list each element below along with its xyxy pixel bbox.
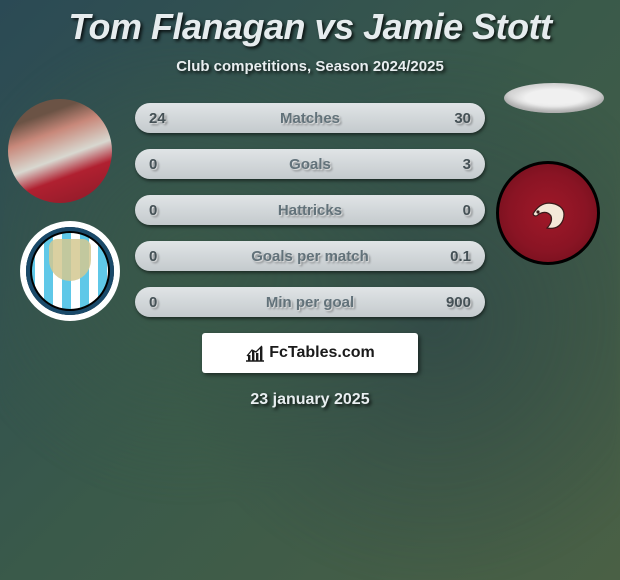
stat-value-right: 0 <box>425 202 485 219</box>
stat-value-left: 0 <box>135 248 195 265</box>
stat-label: Goals <box>195 156 425 173</box>
stat-row: 0 Hattricks 0 <box>135 195 485 225</box>
shrimp-icon <box>523 194 573 238</box>
club-badge-right <box>496 161 600 265</box>
branding-badge[interactable]: FcTables.com <box>202 333 418 373</box>
comparison-date: 23 january 2025 <box>0 391 620 409</box>
stat-value-left: 24 <box>135 110 195 127</box>
stat-row: 0 Goals 3 <box>135 149 485 179</box>
comparison-title: Tom Flanagan vs Jamie Stott <box>0 0 620 48</box>
stat-rows: 24 Matches 30 0 Goals 3 0 Hattricks 0 0 … <box>135 103 485 317</box>
club-badge-left <box>20 221 120 321</box>
bar-chart-icon <box>245 344 265 362</box>
stat-value-right: 900 <box>425 294 485 311</box>
stat-value-left: 0 <box>135 202 195 219</box>
stat-value-right: 0.1 <box>425 248 485 265</box>
stat-label: Hattricks <box>195 202 425 219</box>
stat-value-right: 30 <box>425 110 485 127</box>
stats-area: 24 Matches 30 0 Goals 3 0 Hattricks 0 0 … <box>0 103 620 409</box>
stat-row: 0 Min per goal 900 <box>135 287 485 317</box>
stat-row: 24 Matches 30 <box>135 103 485 133</box>
branding-text: FcTables.com <box>269 344 375 362</box>
stat-label: Min per goal <box>195 294 425 311</box>
stat-value-left: 0 <box>135 156 195 173</box>
player-photo-right <box>504 83 604 113</box>
comparison-subtitle: Club competitions, Season 2024/2025 <box>0 58 620 75</box>
stat-label: Matches <box>195 110 425 127</box>
stat-label: Goals per match <box>195 248 425 265</box>
player-photo-left <box>8 99 112 203</box>
stat-value-right: 3 <box>425 156 485 173</box>
stat-value-left: 0 <box>135 294 195 311</box>
stat-row: 0 Goals per match 0.1 <box>135 241 485 271</box>
